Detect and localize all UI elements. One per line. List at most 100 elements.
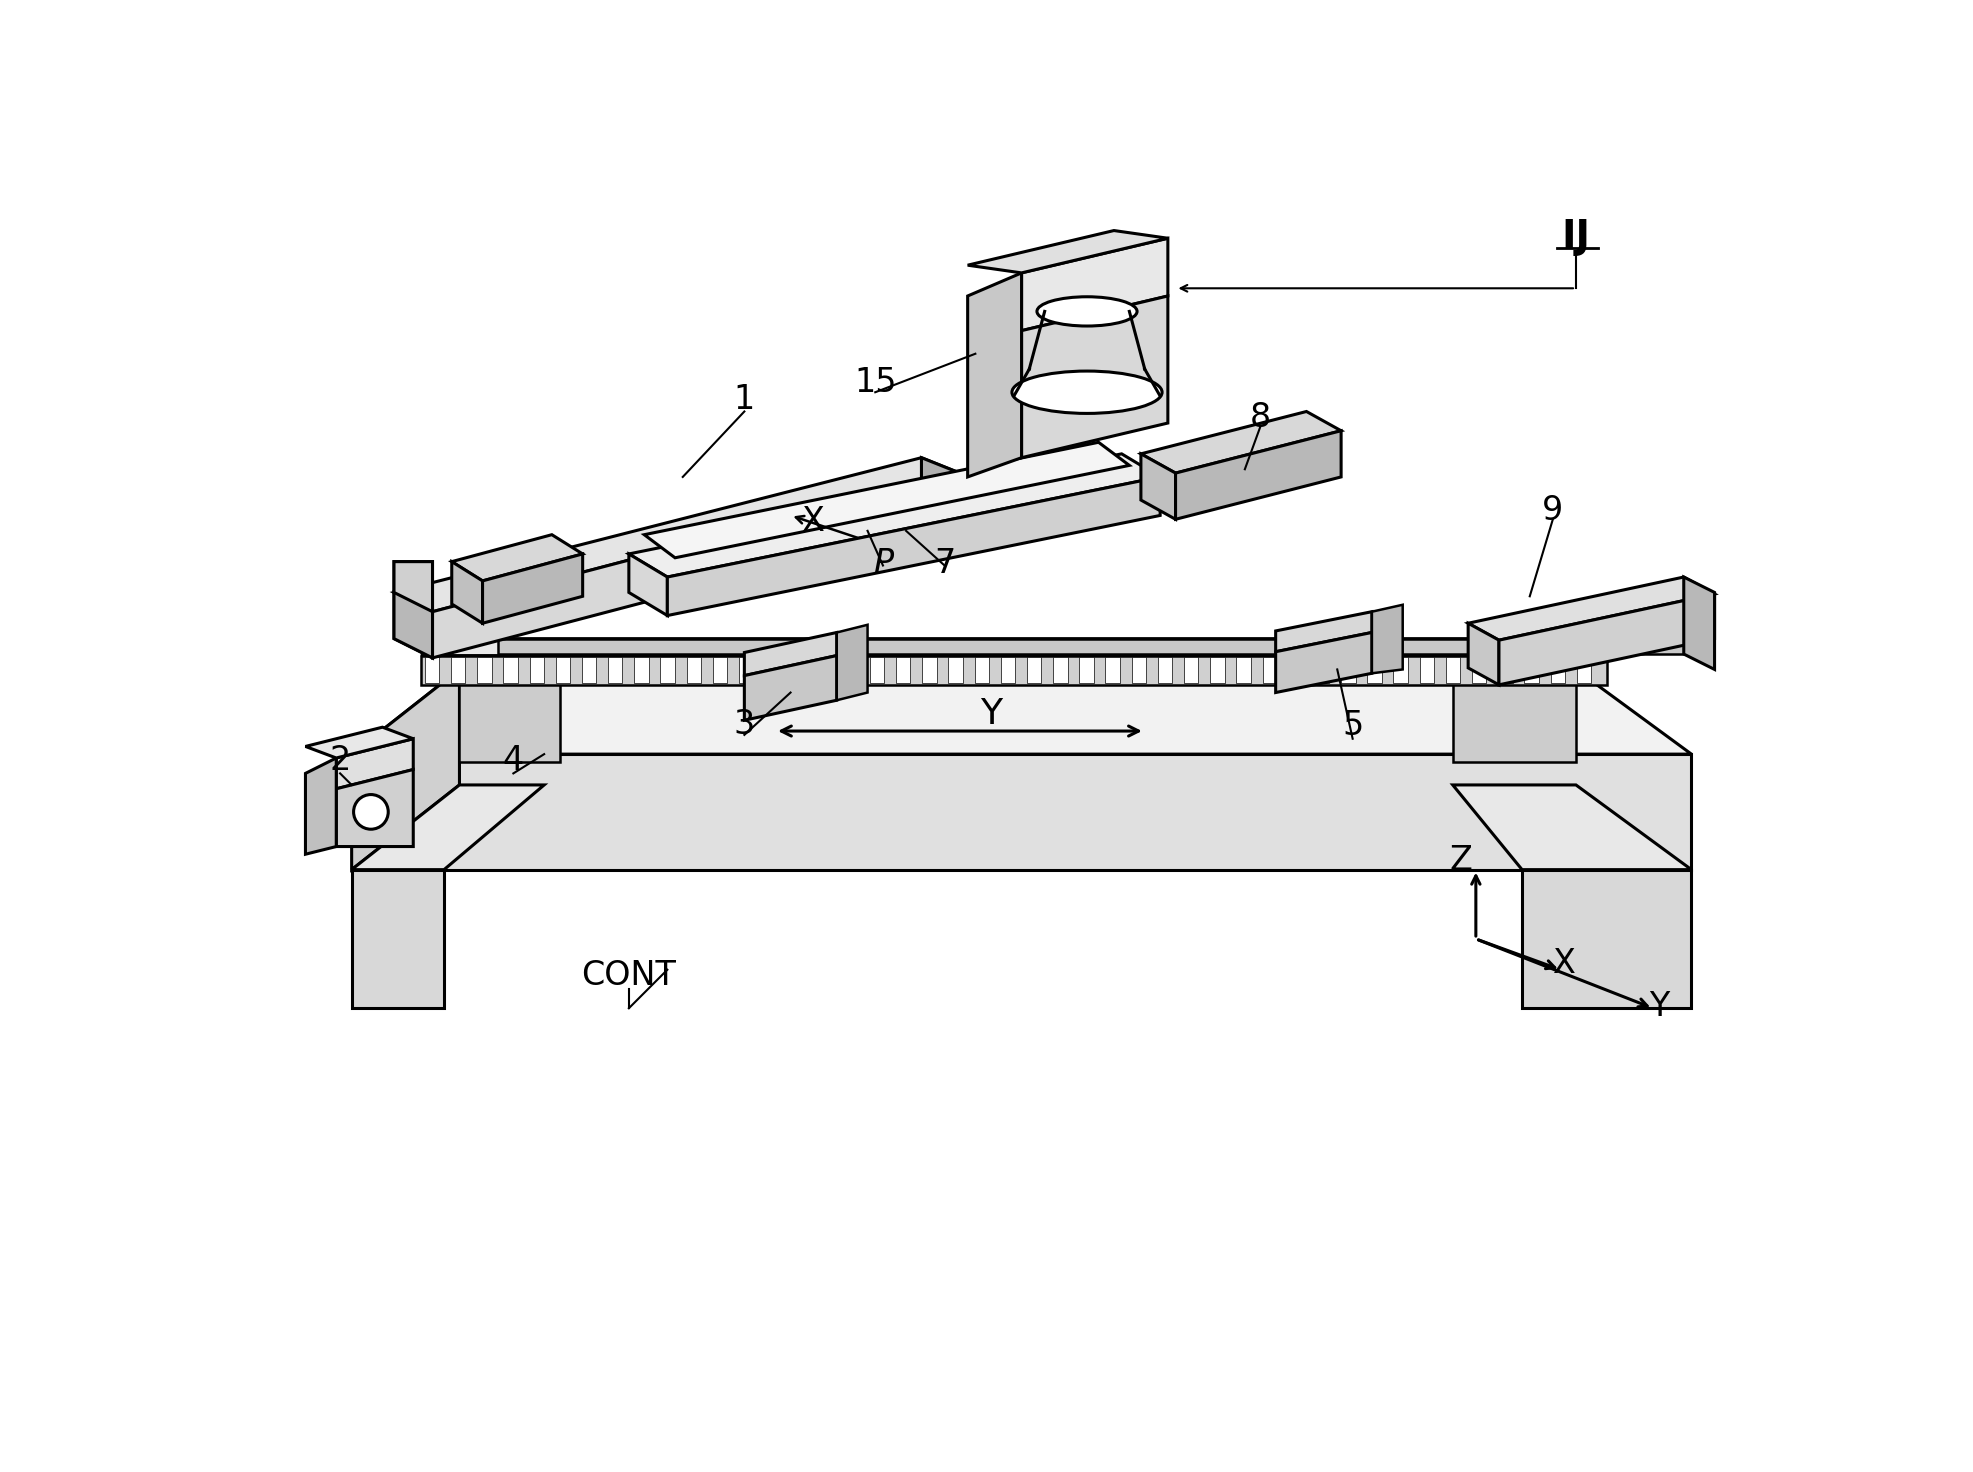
Polygon shape (1452, 785, 1691, 870)
Polygon shape (351, 670, 460, 870)
Ellipse shape (1038, 297, 1136, 325)
Polygon shape (351, 870, 444, 1008)
Polygon shape (712, 657, 728, 683)
Polygon shape (475, 573, 552, 615)
Polygon shape (896, 657, 910, 683)
Polygon shape (1140, 412, 1342, 473)
Polygon shape (556, 657, 570, 683)
Polygon shape (1277, 612, 1371, 652)
Polygon shape (395, 562, 432, 612)
Polygon shape (766, 657, 779, 683)
Text: 1: 1 (734, 383, 756, 417)
Polygon shape (1079, 657, 1093, 683)
Polygon shape (529, 657, 545, 683)
Polygon shape (975, 657, 988, 683)
Polygon shape (1054, 657, 1067, 683)
Polygon shape (395, 458, 961, 612)
Polygon shape (1209, 657, 1225, 683)
Polygon shape (744, 655, 837, 720)
Polygon shape (744, 633, 837, 676)
Polygon shape (661, 657, 675, 683)
Text: IJ: IJ (1561, 218, 1590, 256)
Polygon shape (420, 655, 1606, 684)
Polygon shape (452, 562, 483, 623)
Polygon shape (608, 657, 621, 683)
Polygon shape (1498, 657, 1513, 683)
Polygon shape (870, 657, 884, 683)
Polygon shape (1288, 657, 1302, 683)
Polygon shape (497, 639, 1691, 654)
Polygon shape (1022, 238, 1168, 331)
Polygon shape (452, 534, 582, 581)
Polygon shape (1446, 657, 1460, 683)
Polygon shape (395, 592, 432, 658)
Polygon shape (1342, 657, 1355, 683)
Polygon shape (1371, 605, 1403, 673)
Text: CONT: CONT (582, 960, 677, 992)
Polygon shape (1393, 657, 1409, 683)
Polygon shape (667, 477, 1160, 615)
Polygon shape (503, 657, 517, 683)
Polygon shape (1421, 657, 1434, 683)
Text: 7: 7 (933, 548, 955, 580)
Polygon shape (351, 670, 1691, 754)
Polygon shape (1158, 657, 1172, 683)
Polygon shape (1525, 657, 1539, 683)
Text: 9: 9 (1543, 493, 1563, 527)
Text: 15: 15 (854, 367, 896, 399)
Polygon shape (306, 727, 412, 758)
Polygon shape (817, 657, 833, 683)
Polygon shape (633, 657, 649, 683)
Polygon shape (582, 657, 596, 683)
Polygon shape (1140, 453, 1176, 520)
Text: X: X (1553, 946, 1576, 980)
Polygon shape (1683, 577, 1715, 670)
Text: P: P (872, 546, 894, 580)
Polygon shape (967, 272, 1022, 477)
Polygon shape (335, 770, 412, 846)
Polygon shape (629, 453, 1160, 577)
Polygon shape (424, 657, 440, 683)
Polygon shape (1472, 657, 1486, 683)
Polygon shape (645, 442, 1129, 558)
Polygon shape (1314, 657, 1330, 683)
Text: Y: Y (1649, 991, 1669, 1023)
Polygon shape (687, 657, 700, 683)
Polygon shape (844, 657, 858, 683)
Polygon shape (420, 639, 1691, 655)
Polygon shape (432, 473, 961, 658)
Polygon shape (1263, 657, 1277, 683)
Polygon shape (477, 657, 491, 683)
Polygon shape (306, 758, 335, 854)
Polygon shape (1028, 657, 1042, 683)
Polygon shape (921, 657, 937, 683)
Text: 4: 4 (503, 743, 525, 777)
Polygon shape (335, 739, 412, 789)
Polygon shape (1277, 633, 1371, 692)
Text: 5: 5 (1342, 710, 1363, 742)
Polygon shape (1468, 577, 1715, 640)
Text: 2: 2 (329, 743, 351, 777)
Polygon shape (1521, 870, 1691, 1008)
Polygon shape (629, 553, 667, 615)
Polygon shape (791, 657, 805, 683)
Ellipse shape (353, 795, 389, 829)
Polygon shape (837, 624, 868, 701)
Polygon shape (1105, 657, 1121, 683)
Text: Y: Y (981, 698, 1002, 732)
Polygon shape (1499, 595, 1715, 684)
Polygon shape (1452, 670, 1576, 762)
Polygon shape (1551, 657, 1565, 683)
Polygon shape (351, 785, 545, 870)
Polygon shape (921, 458, 961, 520)
Polygon shape (1184, 657, 1198, 683)
Ellipse shape (1012, 371, 1162, 414)
Polygon shape (1468, 623, 1499, 684)
Polygon shape (395, 562, 432, 658)
Polygon shape (460, 670, 560, 762)
Polygon shape (740, 657, 754, 683)
Polygon shape (351, 754, 1691, 870)
Polygon shape (1133, 657, 1146, 683)
Polygon shape (1022, 296, 1168, 458)
Text: 8: 8 (1249, 402, 1271, 434)
